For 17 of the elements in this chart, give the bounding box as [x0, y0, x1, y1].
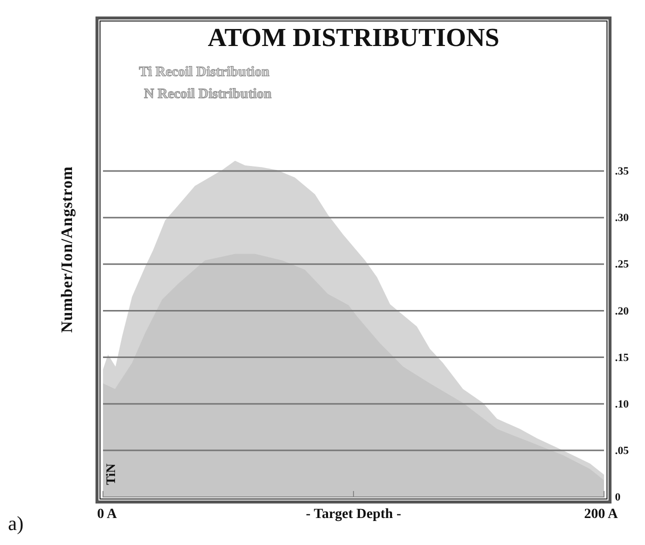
y-tick-label: .35	[615, 166, 630, 178]
y-axis-title: Number/Ion/Angstrom	[59, 166, 76, 333]
annotation: TiN	[103, 462, 118, 485]
y-tick-label: .15	[615, 352, 630, 364]
y-tick-label: .25	[615, 258, 630, 271]
y-tick-label: .10	[615, 398, 630, 410]
text: a)	[8, 513, 24, 535]
text: N Recoil Distribution	[144, 87, 272, 102]
y-tick-label: .20	[615, 305, 630, 318]
y-tick-label: .05	[615, 444, 630, 457]
chart-title: ATOM DISTRIBUTIONS	[208, 23, 500, 52]
y-tick-label: .30	[615, 212, 630, 224]
x-tick-label: 200 A	[584, 507, 619, 522]
x-axis-title: - Target Depth -	[306, 507, 402, 522]
x-tick-label: 0 A	[97, 507, 118, 522]
text: Ti Recoil Distribution	[139, 65, 270, 80]
y-tick-label: 0	[615, 492, 621, 504]
